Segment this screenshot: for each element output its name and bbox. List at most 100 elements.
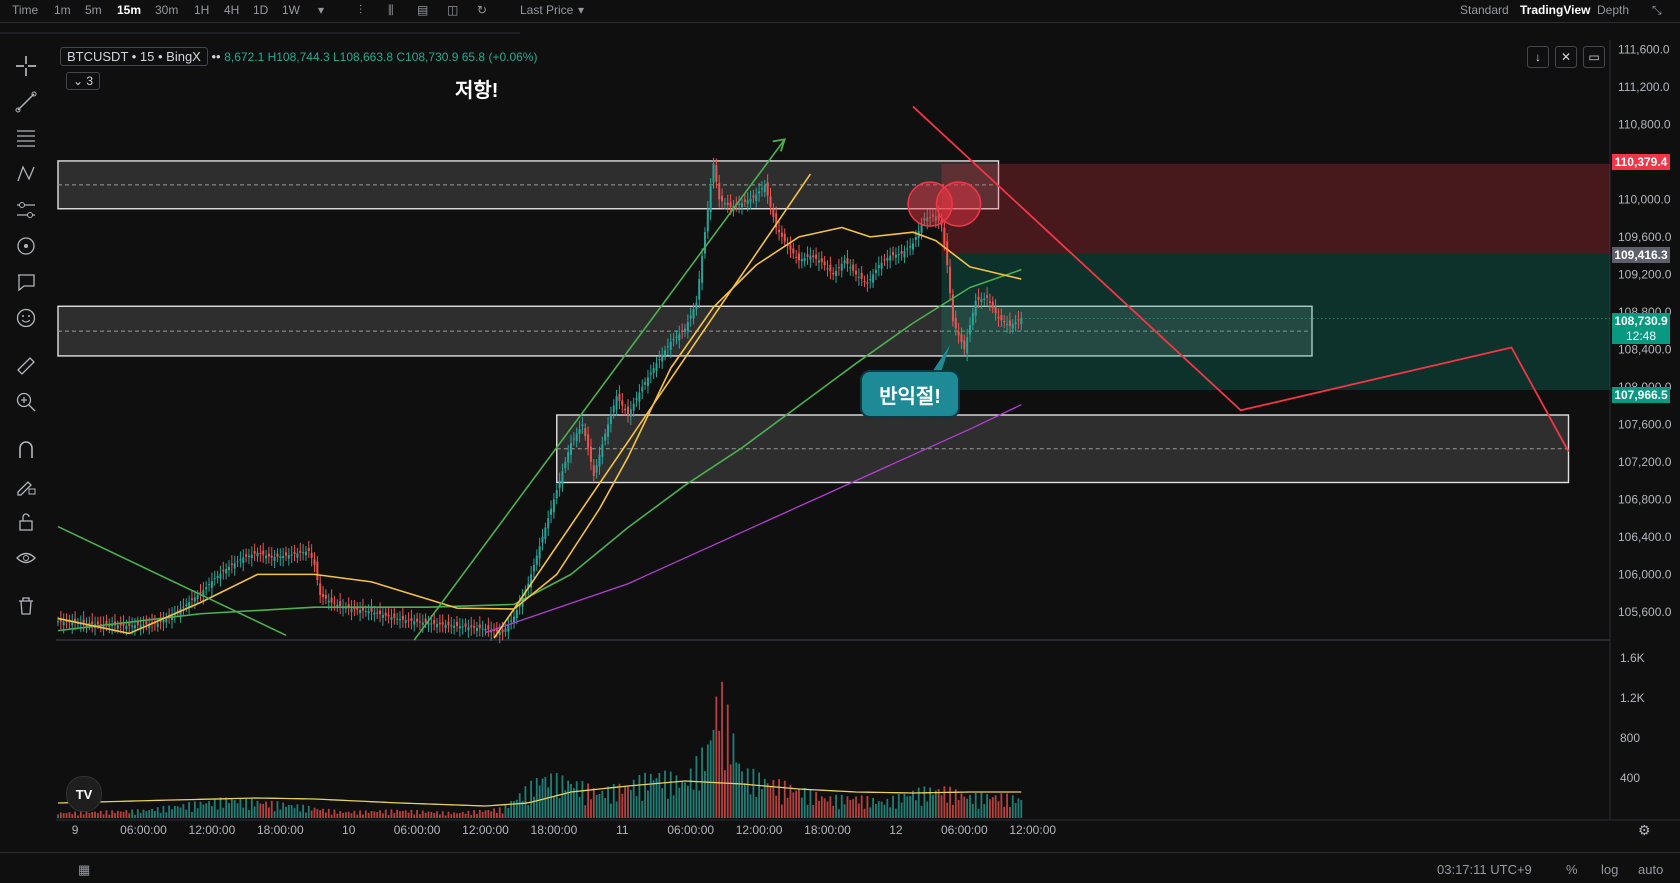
candle-type-icon[interactable]: ⫼ [388, 3, 394, 17]
close-icon[interactable]: ✕ [1555, 46, 1577, 68]
candle-body [635, 398, 638, 401]
candle-body [219, 573, 222, 579]
view-standard[interactable]: Standard [1460, 3, 1509, 17]
candle-body [877, 265, 880, 268]
fullscreen-icon[interactable]: ▭ [1583, 46, 1605, 68]
ruler-icon[interactable] [12, 352, 40, 380]
candle-body [111, 625, 114, 627]
calendar-icon[interactable]: ▦ [78, 862, 91, 877]
interval-5m[interactable]: 5m [85, 3, 102, 17]
price-source-select[interactable]: Last Price [520, 3, 574, 17]
time-axis[interactable]: 18:00:00 9 06:00:00 12:00:00 18:00:00 10 06:00… [0, 823, 1056, 837]
crosshair-icon[interactable] [12, 52, 40, 80]
candle-body [379, 610, 382, 615]
volume-bar [712, 729, 715, 818]
settings-icon[interactable]: ⚙ [1638, 822, 1651, 838]
volume-bar [94, 811, 96, 818]
interval-1m[interactable]: 1m [54, 3, 71, 17]
candle-body [678, 334, 681, 341]
volume-bar [413, 814, 416, 818]
template-icon[interactable]: ▤ [417, 3, 429, 17]
volume-bar [476, 813, 478, 818]
volume-bar [250, 798, 253, 818]
volume-bar [376, 812, 379, 818]
candle-body [763, 185, 766, 193]
candle-body [393, 613, 396, 618]
log-toggle[interactable]: log [1601, 862, 1619, 877]
lock-icon[interactable] [12, 508, 40, 536]
volume-bar [624, 785, 627, 818]
candle-body [493, 629, 496, 631]
pattern-icon[interactable] [12, 160, 40, 188]
trash-icon[interactable] [12, 592, 40, 620]
indicator-toggle[interactable]: ⌄ 3 [66, 72, 101, 90]
interval-4h[interactable]: 4H [224, 3, 240, 17]
volume-bar [895, 808, 897, 818]
view-tradingview[interactable]: TradingView [1520, 3, 1591, 17]
volume-bar [800, 797, 803, 818]
candle-body [1006, 324, 1009, 326]
time-tick: 12:00:00 [462, 823, 509, 837]
volume-bar [253, 806, 256, 818]
candle-body [453, 625, 456, 628]
volume-bar [379, 810, 381, 818]
interval-1d[interactable]: 1D [253, 3, 269, 17]
camera-icon[interactable]: ◫ [447, 3, 459, 17]
position-tool[interactable] [941, 163, 1611, 391]
volume-bar [1011, 795, 1014, 818]
volume-bar [558, 798, 561, 818]
candle-body [441, 622, 444, 625]
reset-icon[interactable]: ↻ [477, 3, 488, 17]
text-icon[interactable] [12, 268, 40, 296]
volume-bar [541, 778, 544, 818]
clock[interactable]: 03:17:11 UTC+9 [1437, 862, 1532, 877]
pullback-callout[interactable]: 반익절! [860, 370, 960, 418]
emoji-icon[interactable] [12, 304, 40, 332]
volume-bar [530, 780, 532, 818]
volume-bar [430, 811, 433, 818]
volume-bar [230, 799, 233, 818]
chevron-down-icon[interactable]: ▾ [578, 3, 585, 17]
volume-bar [373, 811, 376, 818]
more-icon[interactable]: •• [211, 49, 221, 64]
eye-icon[interactable] [12, 544, 40, 572]
percent-toggle[interactable]: % [1566, 862, 1578, 877]
time-tick: 12:00:00 [189, 823, 236, 837]
volume-bar [701, 747, 703, 818]
forecast-icon[interactable] [12, 196, 40, 224]
candle-body [350, 608, 353, 612]
zoom-icon[interactable] [12, 388, 40, 416]
volume-bar [336, 813, 339, 818]
view-depth[interactable]: Depth [1597, 3, 1630, 17]
volume-bar [846, 796, 849, 818]
auto-toggle[interactable]: auto [1638, 862, 1664, 877]
indicators-icon[interactable]: ⫶ [359, 3, 363, 17]
volume-bar [706, 744, 709, 818]
candle-body [116, 625, 119, 629]
candle-body [627, 406, 629, 415]
highlight-circle [935, 181, 982, 227]
interval-15m[interactable]: 15m [117, 3, 142, 17]
shapes-icon[interactable] [12, 232, 40, 260]
candle-body [912, 243, 914, 250]
volume-bar [632, 779, 635, 818]
candle-body [966, 337, 969, 354]
candle-body [649, 372, 652, 375]
interval-1h[interactable]: 1H [194, 3, 210, 17]
candle-body [433, 620, 436, 624]
symbol-name[interactable]: BTCUSDT • 15 • BingX [60, 47, 208, 66]
volume-bar [436, 811, 438, 818]
chevron-down-icon[interactable]: ▾ [318, 3, 325, 17]
collapse-icon[interactable]: ⤡ [1652, 3, 1662, 17]
volume-bar [664, 770, 666, 818]
magnet-icon[interactable] [12, 436, 40, 464]
interval-30m[interactable]: 30m [155, 3, 179, 17]
resistance-note[interactable]: 저항! [455, 80, 499, 102]
download-icon[interactable]: ↓ [1527, 46, 1549, 68]
trendline-icon[interactable] [12, 88, 40, 116]
volume-bar [248, 810, 250, 818]
interval-1w[interactable]: 1W [282, 3, 300, 17]
fib-icon[interactable] [12, 124, 40, 152]
lock-drawing-icon[interactable] [12, 472, 40, 500]
